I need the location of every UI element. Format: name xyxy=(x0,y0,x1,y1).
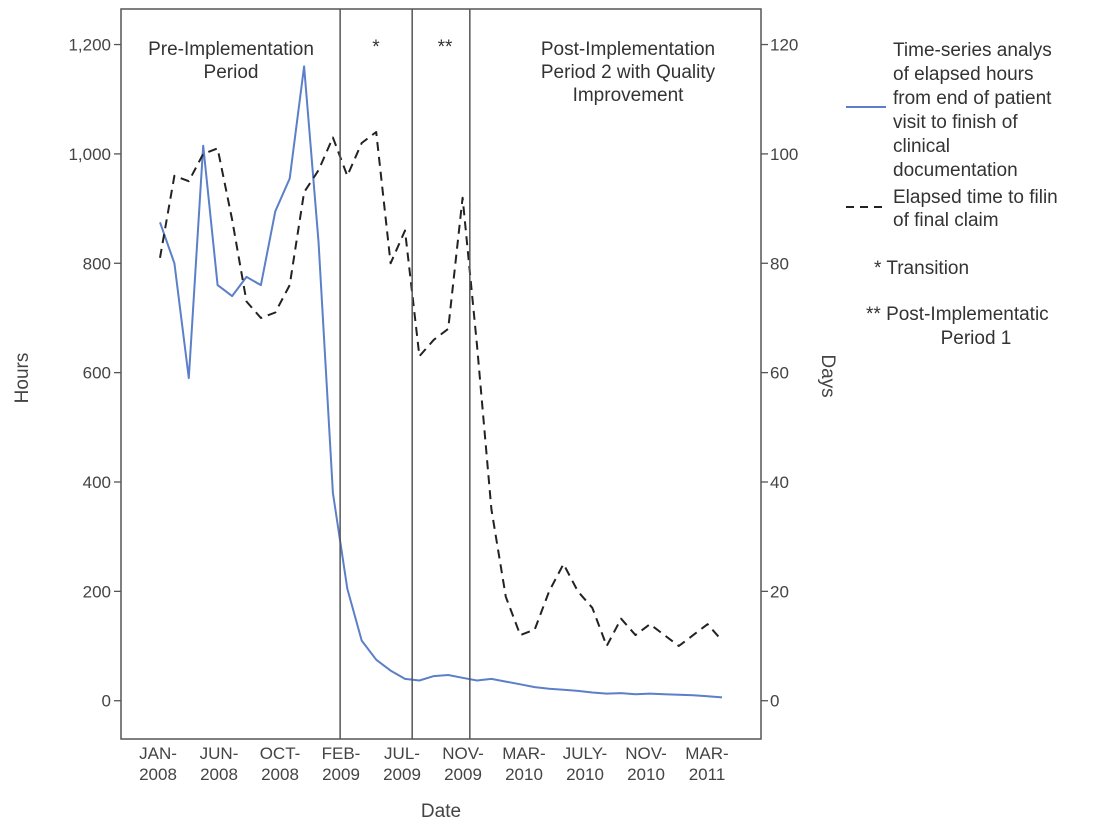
x-tick-label-line2: 2008 xyxy=(139,765,177,784)
x-tick-label-line1: OCT- xyxy=(260,744,301,763)
post2-label-line3: Improvement xyxy=(573,85,685,106)
x-tick-label-line1: MAR- xyxy=(502,744,545,763)
legend-entry-1-line5: clinical xyxy=(893,136,950,157)
post1-marker-label: ** xyxy=(438,37,453,58)
x-tick-label-line2: 2009 xyxy=(322,765,360,784)
y-right-tick-label: 0 xyxy=(770,692,779,711)
pre-period-label-line1: Pre-Implementation xyxy=(148,39,314,60)
x-tick-label-line2: 2009 xyxy=(383,765,421,784)
legend-entry-1-line6: documentation xyxy=(893,160,1018,181)
y-right-tick-label: 100 xyxy=(770,145,798,164)
y-right-tick-label: 20 xyxy=(770,582,789,601)
x-tick-label-line1: NOV- xyxy=(442,744,484,763)
series-line-claim-days xyxy=(159,131,723,647)
x-tick-label-line1: JAN- xyxy=(139,744,177,763)
x-tick-label-line1: JUL- xyxy=(384,744,420,763)
y-right-tick-label: 120 xyxy=(770,36,798,55)
legend: Time-series analys of elapsed hours from… xyxy=(846,40,1058,349)
y-left-tick-label: 0 xyxy=(102,692,111,711)
series-line-documentation-hours xyxy=(159,65,723,699)
x-tick-label-line2: 2010 xyxy=(627,765,665,784)
plot-frame xyxy=(120,8,762,740)
y-left-tick-label: 600 xyxy=(83,364,111,383)
legend-entry-2-line2: of final claim xyxy=(893,210,999,231)
right-axis: 0 20 40 60 80 100 120 xyxy=(761,36,798,711)
y-left-tick-label: 400 xyxy=(83,473,111,492)
y-axis-right-title: Days xyxy=(817,354,838,397)
series-layer xyxy=(159,65,723,699)
x-tick-label-line2: 2010 xyxy=(566,765,604,784)
legend-entry-1-line1: Time-series analys xyxy=(893,40,1052,61)
legend-entry-1-line4: visit to finish of xyxy=(893,112,1018,133)
post2-label-line2: Period 2 with Quality xyxy=(541,62,716,83)
legend-note-post1-line1: ** Post-Implementatic xyxy=(866,304,1049,325)
y-axis-left-title: Hours xyxy=(12,353,33,404)
pre-period-label-line2: Period xyxy=(204,62,259,83)
y-left-tick-label: 1,000 xyxy=(68,145,111,164)
x-axis: JAN- 2008 JUN- 2008 OCT- 2008 FEB- 2009 JUL- 2009… xyxy=(139,744,729,784)
legend-entry-2-line1: Elapsed time to filin xyxy=(893,187,1058,208)
y-left-tick-label: 200 xyxy=(83,582,111,601)
x-tick-label-line2: 2009 xyxy=(444,765,482,784)
y-left-tick-label: 800 xyxy=(83,254,111,273)
x-tick-label-line1: JUN- xyxy=(200,744,239,763)
x-tick-label-line1: NOV- xyxy=(625,744,667,763)
x-tick-label-line2: 2011 xyxy=(689,765,726,784)
x-tick-label-line2: 2008 xyxy=(261,765,299,784)
legend-note-post1-line2: Period 1 xyxy=(941,328,1012,349)
legend-entry-1-line2: of elapsed hours xyxy=(893,64,1034,85)
x-tick-label-line1: FEB- xyxy=(322,744,361,763)
x-axis-title: Date xyxy=(421,801,461,822)
legend-entry-1-line3: from end of patient xyxy=(893,88,1052,109)
y-right-tick-label: 80 xyxy=(770,254,789,273)
legend-note-transition: * Transition xyxy=(874,258,969,279)
period-lines xyxy=(339,9,471,739)
transition-marker-label: * xyxy=(372,37,380,58)
x-tick-label-line2: 2010 xyxy=(505,765,543,784)
y-right-tick-label: 60 xyxy=(770,364,789,383)
y-right-tick-label: 40 xyxy=(770,473,789,492)
post2-label-line1: Post-Implementation xyxy=(541,39,715,60)
x-tick-label-line2: 2008 xyxy=(200,765,238,784)
x-tick-label-line1: MAR- xyxy=(685,744,728,763)
x-tick-label-line1: JULY- xyxy=(563,744,607,763)
left-axis: 0 200 400 600 800 1,000 1,200 xyxy=(68,36,121,711)
y-left-tick-label: 1,200 xyxy=(68,36,111,55)
